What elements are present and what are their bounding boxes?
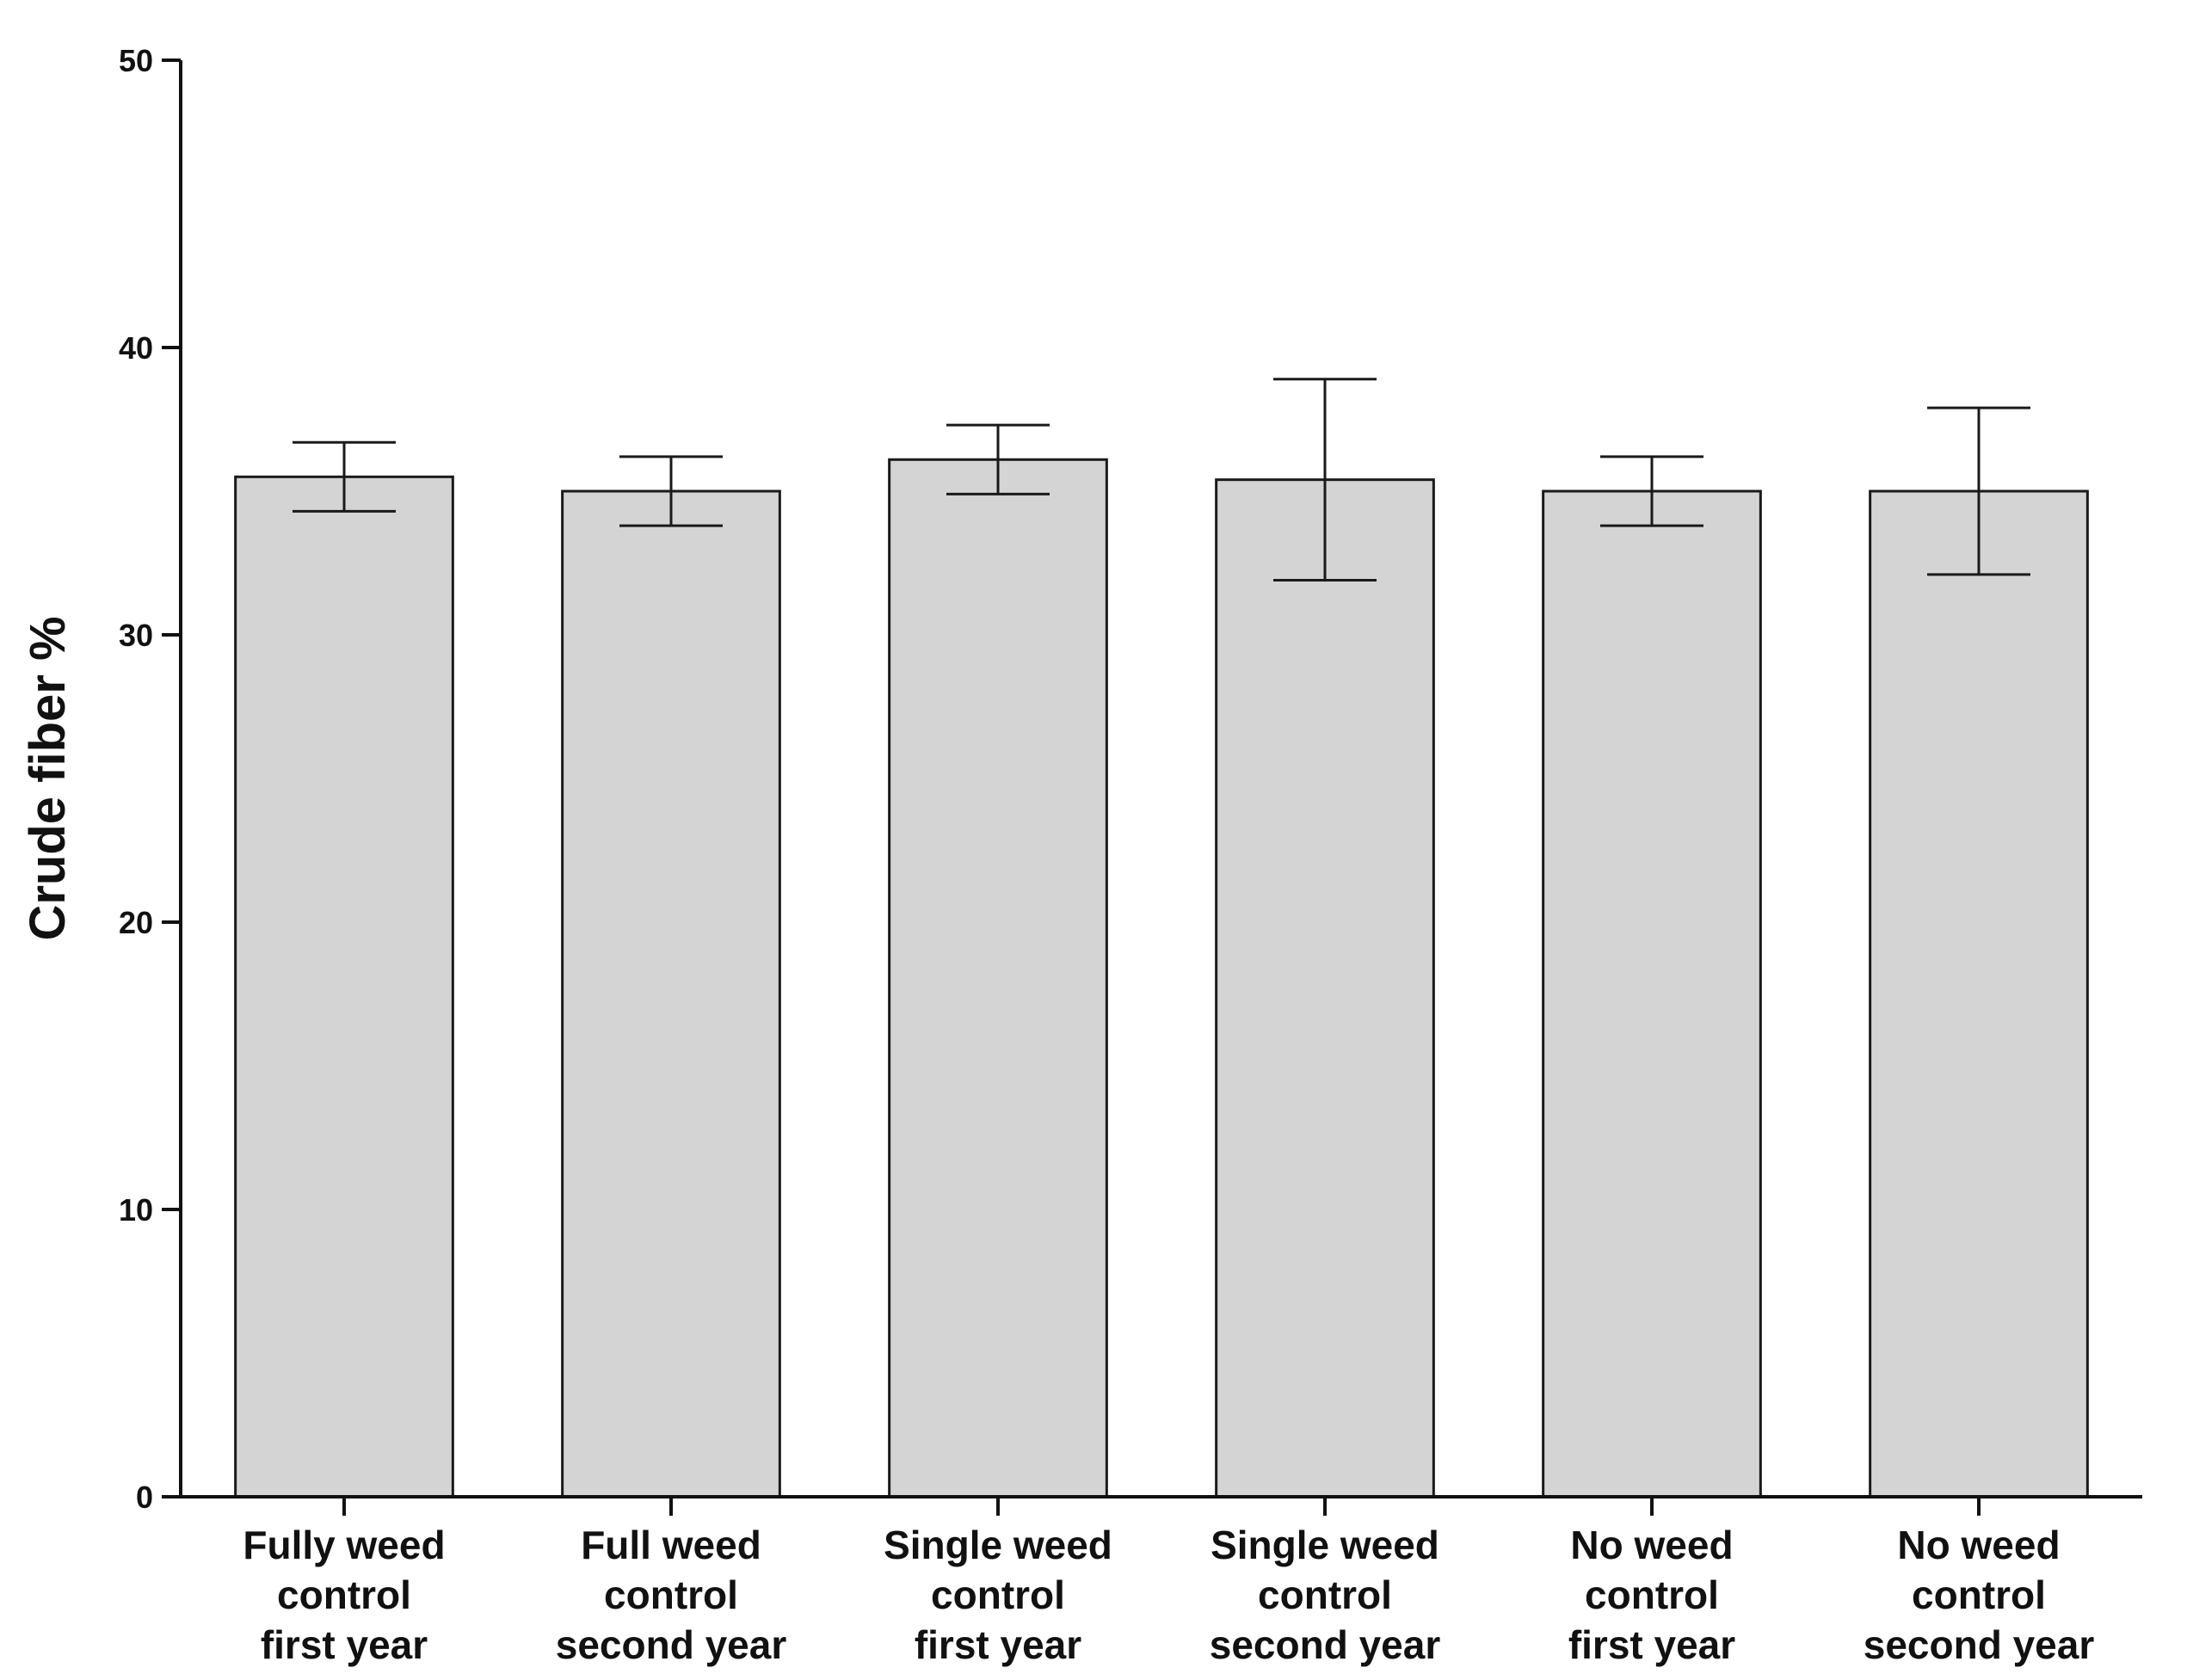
y-tick-label: 50 [119, 43, 153, 78]
y-tick-label: 0 [136, 1480, 153, 1515]
y-ticks-layer: 0 10 20 30 40 50 [119, 43, 181, 1515]
x-category-label-line: first year [261, 1622, 428, 1667]
x-ticks-layer: Fully weed control first year Full weed cont… [243, 1497, 2094, 1667]
bar [234, 475, 454, 1498]
y-tick-label: 20 [119, 905, 153, 940]
x-category-label-line: No weed [1570, 1523, 1733, 1567]
x-category-label: No weed control first year [1568, 1523, 1735, 1667]
bars-layer [234, 458, 2089, 1498]
x-category-label-line: control [1912, 1572, 2046, 1617]
x-category-label-line: first year [1568, 1622, 1735, 1667]
error-bars-layer [293, 378, 2030, 582]
axes-layer [179, 60, 2142, 1498]
y-tick-label: 30 [119, 618, 153, 653]
x-category-label-line: control [1585, 1572, 1719, 1617]
x-category-label-line: control [931, 1572, 1065, 1617]
x-category-label-line: first year [915, 1622, 1081, 1667]
x-category-label: No weed control second year [1864, 1523, 2095, 1667]
x-category-label-line: control [604, 1572, 738, 1617]
bar [888, 458, 1108, 1498]
x-category-label-line: second year [1864, 1622, 2095, 1667]
bar [561, 489, 781, 1498]
x-category-label-line: Full weed [581, 1523, 761, 1567]
x-category-label-line: Single weed [1211, 1523, 1439, 1567]
y-tick-label: 10 [119, 1192, 153, 1228]
x-category-label-line: Fully weed [243, 1523, 445, 1567]
x-category-label-line: Single weed [884, 1523, 1112, 1567]
bar [1542, 489, 1762, 1498]
y-tick-label: 40 [119, 330, 153, 366]
x-category-label: Full weed control second year [556, 1523, 787, 1667]
x-category-label-line: control [1258, 1572, 1392, 1617]
x-category-label: Single weed control first year [884, 1523, 1112, 1667]
x-category-label-line: second year [556, 1622, 787, 1667]
x-category-label-line: No weed [1897, 1523, 2060, 1567]
y-axis-title: Crude fiber % [20, 616, 76, 940]
bar [1215, 478, 1435, 1498]
x-category-label: Fully weed control first year [243, 1523, 445, 1667]
x-category-label-line: control [277, 1572, 411, 1617]
x-category-label-line: second year [1210, 1622, 1441, 1667]
x-category-label: Single weed control second year [1210, 1523, 1441, 1667]
bar [1869, 489, 2089, 1498]
